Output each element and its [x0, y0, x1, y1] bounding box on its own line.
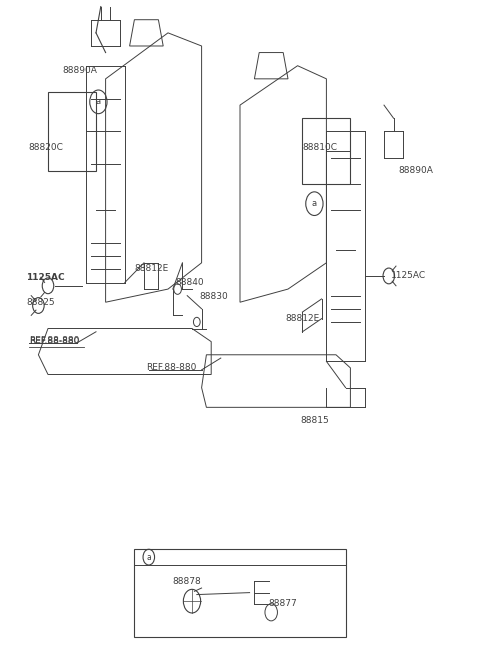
Text: a: a — [96, 97, 101, 106]
Text: 88810C: 88810C — [302, 143, 337, 152]
Text: 88812E: 88812E — [134, 263, 168, 273]
Text: 88877: 88877 — [269, 599, 298, 608]
Text: 88890A: 88890A — [398, 166, 433, 175]
Text: 1125AC: 1125AC — [391, 271, 426, 281]
Text: 88830: 88830 — [199, 292, 228, 302]
Text: 88878: 88878 — [173, 577, 202, 586]
Bar — [134, 549, 346, 637]
Text: 1125AC: 1125AC — [26, 273, 65, 282]
Text: 88815: 88815 — [300, 416, 329, 425]
Text: REF.88-880: REF.88-880 — [146, 363, 197, 372]
Text: a: a — [312, 199, 317, 208]
Text: 88820C: 88820C — [29, 143, 64, 152]
Text: 88840: 88840 — [175, 278, 204, 287]
Text: a: a — [146, 553, 151, 562]
Text: 88825: 88825 — [26, 298, 55, 307]
Bar — [48, 92, 96, 171]
Text: REF.88-880: REF.88-880 — [29, 337, 79, 346]
Text: 88890A: 88890A — [62, 66, 97, 75]
Bar — [302, 118, 350, 184]
Text: REF.88-880: REF.88-880 — [29, 336, 79, 345]
Text: 88812E: 88812E — [286, 314, 320, 323]
